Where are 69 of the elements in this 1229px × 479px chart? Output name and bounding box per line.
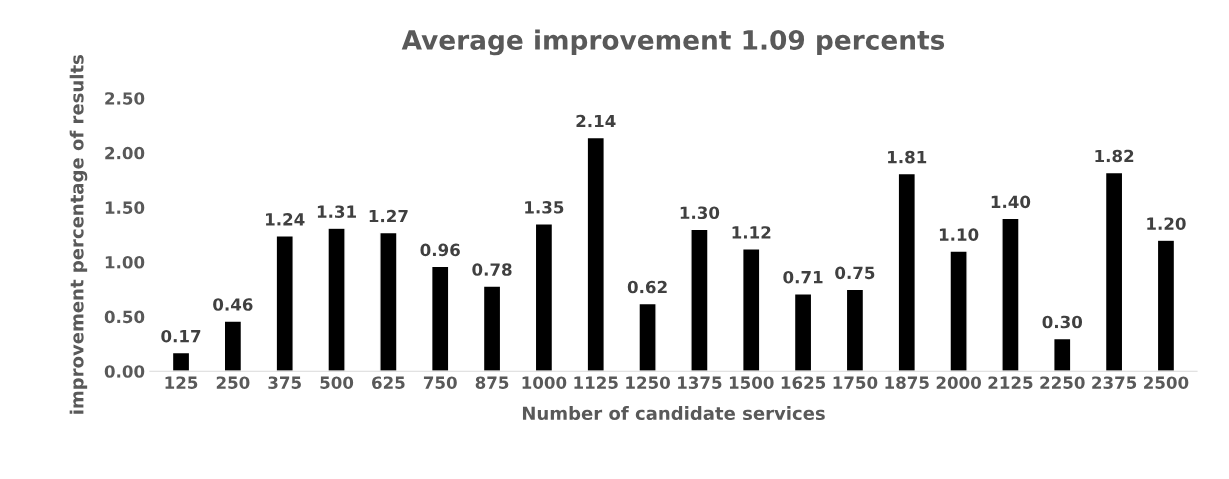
data-label: 1.24: [266, 213, 305, 226]
bar: [1104, 171, 1124, 372]
data-label: 0.30: [1042, 315, 1083, 329]
data-label: 1.30: [680, 206, 720, 220]
bar: [327, 227, 346, 372]
x-tick-label: 2000: [936, 376, 981, 389]
x-tick-label: 1875: [885, 376, 929, 389]
x-tick-label: 2250: [1040, 376, 1085, 389]
bar: [845, 288, 865, 372]
data-label: 1.10: [939, 228, 979, 241]
bar: [430, 265, 450, 372]
bar: [793, 292, 813, 372]
data-label: 0.46: [213, 298, 253, 311]
bar: [638, 302, 657, 372]
x-tick-label: 2500: [1144, 376, 1189, 389]
y-tick-label: 1.50: [105, 201, 145, 214]
data-label: 1.35: [525, 201, 564, 214]
bar: [534, 223, 554, 372]
x-tick-label: 1125: [574, 376, 618, 389]
x-tick-label: 250: [216, 376, 250, 389]
bar: [690, 228, 709, 372]
data-label: 1.82: [1095, 149, 1134, 163]
data-label: 0.62: [627, 280, 667, 294]
y-tick-label: 2.50: [105, 92, 145, 105]
data-label: 2.14: [576, 114, 616, 128]
x-tick-label: 1250: [626, 376, 670, 389]
bar: [1001, 217, 1020, 372]
x-tick-label: 1000: [522, 376, 567, 389]
bar: [275, 235, 294, 372]
x-tick-label: 1375: [678, 376, 722, 389]
x-tick-label: 2375: [1092, 376, 1137, 389]
bar: [897, 172, 917, 372]
x-tick-label: 2125: [988, 376, 1033, 389]
data-label: 1.81: [888, 150, 927, 164]
bar: [1053, 337, 1072, 372]
data-label: 1.27: [369, 209, 408, 223]
bar: [482, 285, 502, 372]
x-tick-label: 625: [372, 376, 405, 389]
bar: [1156, 239, 1176, 372]
y-axis-title: improvement percentage of results: [69, 55, 88, 414]
bar: [949, 250, 968, 372]
data-label: 0.17: [161, 329, 201, 343]
x-axis-title: Number of candidate services: [522, 406, 825, 421]
data-label: 1.31: [317, 205, 356, 218]
chart-title: Average improvement 1.09 percents: [401, 29, 945, 56]
x-tick-label: 1625: [781, 376, 826, 389]
y-tick-label: 0.00: [104, 365, 145, 378]
data-label: 0.71: [783, 270, 823, 284]
x-tick-label: 375: [268, 376, 301, 389]
x-tick-label: 500: [320, 376, 354, 389]
y-tick-label: 1.00: [105, 255, 145, 269]
y-tick-label: 2.00: [105, 146, 145, 160]
bar: [379, 231, 398, 372]
data-label: 1.20: [1147, 217, 1186, 230]
x-tick-label: 125: [165, 376, 198, 389]
data-label: 0.75: [835, 266, 875, 280]
bar: [741, 248, 761, 372]
bar: [586, 136, 605, 372]
x-tick-label: 1750: [833, 376, 878, 389]
data-label: 0.96: [420, 243, 460, 257]
x-tick-label: 1500: [729, 376, 774, 389]
bar: [171, 351, 191, 372]
x-tick-label: 750: [423, 376, 457, 389]
x-tick-label: 875: [475, 376, 509, 389]
bar: [223, 320, 243, 372]
data-label: 1.12: [732, 226, 771, 239]
data-label: 0.78: [472, 263, 512, 276]
y-tick-label: 0.50: [104, 310, 145, 324]
data-label: 1.40: [991, 195, 1031, 209]
